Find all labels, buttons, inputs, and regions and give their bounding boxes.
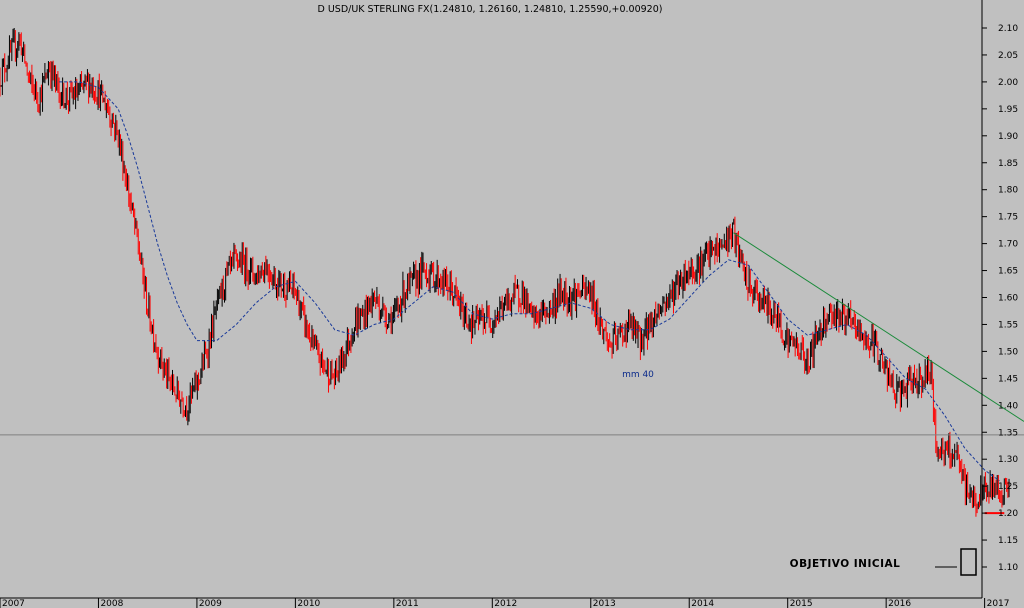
x-axis: 2007 2008 2009 2010 2011 2012 2013 2014 2015 2016… xyxy=(0,598,1010,608)
y-tick-label: 2.10 xyxy=(998,24,1018,34)
x-tick-label: 2007 xyxy=(2,599,25,608)
y-tick-label: 1.50 xyxy=(998,347,1018,357)
x-tick-label: 2008 xyxy=(100,599,123,608)
y-tick-label: 1.60 xyxy=(998,294,1018,304)
y-tick-label: 1.90 xyxy=(998,132,1018,142)
x-tick-label: 2017 xyxy=(987,599,1010,608)
y-tick-label: 1.40 xyxy=(998,401,1018,411)
y-tick-label: 1.15 xyxy=(998,536,1018,546)
x-tick-label: 2014 xyxy=(691,599,714,608)
y-tick-label: 1.45 xyxy=(998,374,1018,384)
x-tick-label: 2015 xyxy=(790,599,813,608)
y-tick-label: 1.70 xyxy=(998,240,1018,250)
series-mm-40 xyxy=(59,81,1000,482)
legend-box xyxy=(960,548,977,576)
x-tick-label: 2009 xyxy=(199,599,222,608)
y-axis: 2.10 2.05 2.00 1.95 1.90 1.85 1.80 1.75 1.70 1.65… xyxy=(982,24,1018,573)
x-tick-label: 2010 xyxy=(297,599,320,608)
y-tick-label: 1.80 xyxy=(998,186,1018,196)
y-tick-label: 1.55 xyxy=(998,320,1018,330)
candlestick-series xyxy=(0,28,1010,517)
x-tick-label: 2012 xyxy=(494,599,517,608)
annotation-objetivo-inicial: OBJETIVO INICIAL xyxy=(790,558,901,570)
y-tick-label: 1.75 xyxy=(998,213,1018,223)
y-tick-label: 1.30 xyxy=(998,455,1018,465)
annotation-mm40: mm 40 xyxy=(622,370,654,380)
y-tick-label: 1.35 xyxy=(998,428,1018,438)
y-tick-label: 1.85 xyxy=(998,159,1018,169)
y-tick-label: 2.00 xyxy=(998,78,1018,88)
series-trendline xyxy=(733,232,1024,422)
y-tick-label: 1.10 xyxy=(998,563,1018,573)
y-tick-label: 2.05 xyxy=(998,51,1018,61)
y-tick-label: 1.25 xyxy=(998,482,1018,492)
y-tick-label: 1.20 xyxy=(998,509,1018,519)
x-tick-label: 2011 xyxy=(396,599,419,608)
x-tick-label: 2013 xyxy=(593,599,616,608)
chart-title: D USD/UK STERLING FX(1.24810, 1.26160, 1… xyxy=(318,4,663,15)
indicator-lines xyxy=(0,81,1024,515)
y-tick-label: 1.65 xyxy=(998,267,1018,277)
x-tick-label: 2016 xyxy=(888,599,911,608)
y-tick-label: 1.95 xyxy=(998,105,1018,115)
